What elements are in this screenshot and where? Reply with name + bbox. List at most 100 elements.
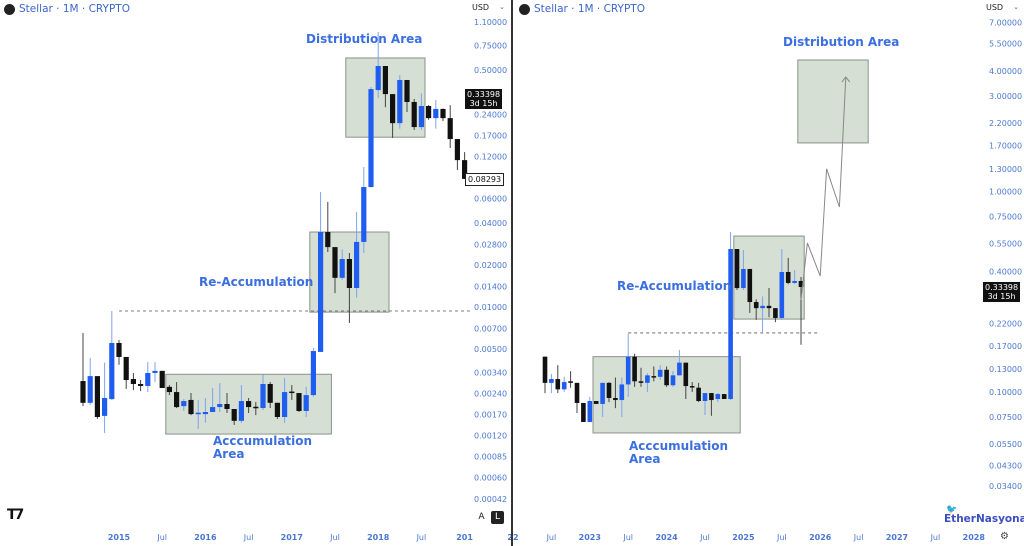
right-candle-body xyxy=(625,356,631,385)
left-y-tick-label: 0.06000 xyxy=(474,194,507,203)
right-candle-body xyxy=(542,356,548,383)
right-candle-body xyxy=(696,387,701,402)
left-y-tick-label: 1.10000 xyxy=(474,18,507,27)
right-candle-body xyxy=(785,271,791,283)
left-currency-dropdown[interactable]: USD ⌄ xyxy=(472,3,505,12)
left-candle-body xyxy=(109,342,115,400)
right-candle-body xyxy=(779,271,785,318)
right-x-tick-label: 2025 xyxy=(732,533,755,542)
chevron-down-icon: ⌄ xyxy=(1013,3,1019,11)
right-x-tick-label: 2028 xyxy=(963,533,986,542)
left-candle-body xyxy=(94,376,100,417)
log-scale-button[interactable]: L xyxy=(491,511,504,524)
left-y-tick-label: 0.01000 xyxy=(474,303,507,312)
right-candle-body xyxy=(555,379,561,390)
bar-countdown: 3d 15h xyxy=(469,99,498,108)
arrow-head-icon xyxy=(841,76,851,83)
left-x-tick-label: Jul xyxy=(329,533,340,542)
left-candle-body xyxy=(159,370,165,389)
right-y-tick-label: 0.04300 xyxy=(989,461,1022,470)
left-candle-body xyxy=(116,342,122,357)
left-y-tick-label: 0.02000 xyxy=(474,261,507,270)
right-candle-body xyxy=(664,369,669,386)
left-candle-body xyxy=(282,392,288,417)
bar-countdown: 3d 15h xyxy=(987,292,1016,301)
panel-divider[interactable] xyxy=(511,0,513,546)
left-candle-body xyxy=(87,376,93,403)
gear-icon[interactable]: ⚙ xyxy=(1000,531,1009,542)
right-x-tick-label: Jul xyxy=(699,533,710,542)
stellar-logo-icon xyxy=(4,3,15,15)
right-x-tick-label: Jul xyxy=(622,533,633,542)
right-y-tick-label: 0.75000 xyxy=(989,213,1022,222)
right-candle-body xyxy=(766,305,772,309)
left-candle-body xyxy=(174,392,180,408)
right-y-tick-label: 2.20000 xyxy=(989,119,1022,128)
right-y-tick-label: 0.55000 xyxy=(989,240,1022,249)
left-candle-body xyxy=(210,407,216,413)
auto-scale-button[interactable]: A xyxy=(478,512,485,522)
right-candle-body xyxy=(677,362,682,376)
right-distribution-zone xyxy=(797,59,869,144)
right-y-tick-label: 0.13000 xyxy=(989,365,1022,374)
left-candle-body xyxy=(411,101,417,128)
right-candle-body xyxy=(657,369,663,377)
right-candle-body xyxy=(638,381,644,383)
right-currency-dropdown[interactable]: USD ⌄ xyxy=(986,3,1019,12)
right-symbol-header[interactable]: Stellar · 1M · CRYPTO xyxy=(519,3,645,15)
tradingview-logo-icon[interactable]: T7 xyxy=(7,507,24,523)
watermark: EtherNasyonaL xyxy=(944,513,1024,525)
left-candle-body xyxy=(130,379,136,384)
right-candle-body xyxy=(574,382,580,403)
left-candle-body xyxy=(361,187,367,242)
right-candle-body xyxy=(561,382,567,390)
left-x-tick-label: 2018 xyxy=(367,533,390,542)
left-y-tick-label: 0.00170 xyxy=(474,410,507,419)
right-candle-body xyxy=(651,376,657,378)
left-y-tick-label: 0.00700 xyxy=(474,325,507,334)
left-candle-body xyxy=(246,401,252,408)
left-candle-body xyxy=(123,356,129,381)
right-y-tick-label: 0.05500 xyxy=(989,440,1022,449)
right-y-tick-label: 7.00000 xyxy=(989,18,1022,27)
left-y-tick-label: 0.00120 xyxy=(474,432,507,441)
right-candle-body xyxy=(619,384,625,401)
right-candle-body xyxy=(721,394,727,399)
right-x-tick-label: 2026 xyxy=(809,533,832,542)
price-value: 0.33398 xyxy=(467,90,501,99)
right-candle-body xyxy=(702,393,708,402)
left-y-tick-label: 0.24000 xyxy=(474,110,507,119)
left-y-tick-label: 0.01400 xyxy=(474,283,507,292)
right-y-tick-label: 4.00000 xyxy=(989,67,1022,76)
right-candle-body xyxy=(549,379,554,383)
left-candle-body xyxy=(274,402,280,417)
projection-path xyxy=(800,77,847,300)
right-candle-body xyxy=(741,268,746,289)
left-candle-body xyxy=(202,412,208,415)
left-candle-body xyxy=(289,391,295,394)
left-candle-body xyxy=(166,386,172,393)
accumulation-line2: Area xyxy=(213,447,245,461)
currency-label: USD xyxy=(472,3,490,12)
right-candle-body xyxy=(709,393,714,401)
left-y-tick-label: 0.00060 xyxy=(474,474,507,483)
left-y-tick-label: 0.50000 xyxy=(474,66,507,75)
left-candle-body xyxy=(390,94,396,124)
left-candle-body xyxy=(354,241,360,288)
left-y-tick-label: 0.75000 xyxy=(474,41,507,50)
right-candle-body xyxy=(606,382,612,398)
left-candle-body xyxy=(310,351,316,396)
left-candle-body xyxy=(238,401,244,421)
left-symbol-header[interactable]: Stellar · 1M · CRYPTO xyxy=(4,3,130,15)
right-candle-body xyxy=(760,305,765,309)
chevron-down-icon: ⌄ xyxy=(499,3,505,11)
left-candle-body xyxy=(80,381,86,403)
right-candle-body xyxy=(683,362,689,387)
left-candle-body xyxy=(224,403,230,409)
left-candle-body xyxy=(152,370,158,373)
left-candle-body xyxy=(375,66,381,91)
right-candle-body xyxy=(734,249,740,289)
stellar-logo-icon xyxy=(519,3,530,15)
right-y-tick-label: 0.17000 xyxy=(989,342,1022,351)
